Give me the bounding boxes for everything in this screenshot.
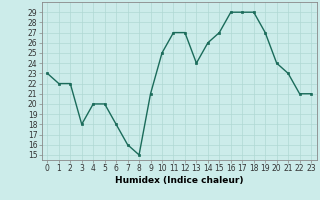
X-axis label: Humidex (Indice chaleur): Humidex (Indice chaleur): [115, 176, 244, 185]
